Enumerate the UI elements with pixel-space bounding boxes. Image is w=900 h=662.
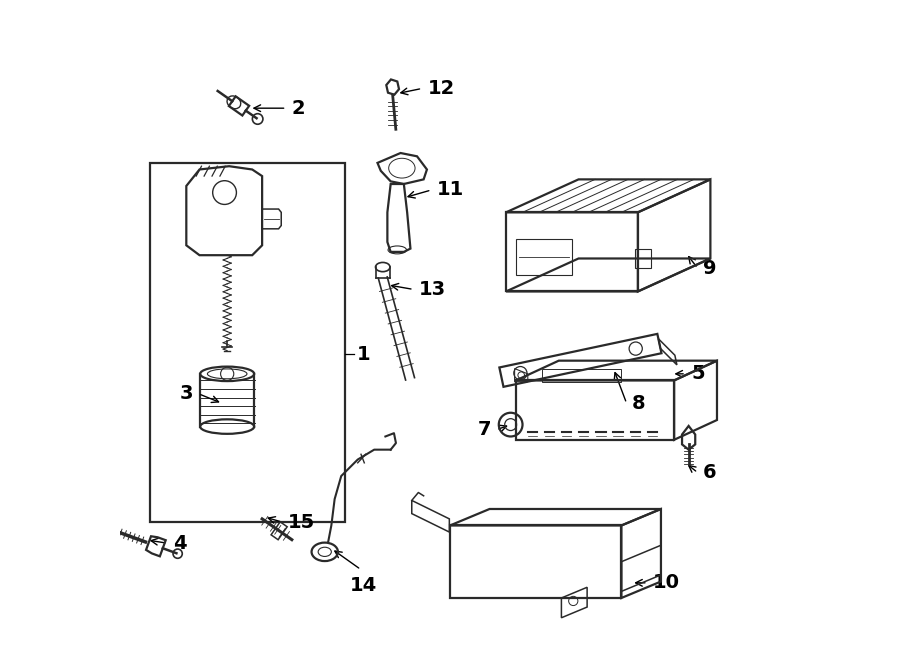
Text: 11: 11 — [436, 181, 464, 199]
Text: 1: 1 — [356, 345, 370, 363]
Text: 5: 5 — [691, 364, 705, 383]
Text: 4: 4 — [173, 534, 187, 553]
Text: 8: 8 — [632, 394, 645, 413]
Text: 6: 6 — [703, 463, 716, 482]
Text: 3: 3 — [179, 384, 193, 403]
Text: 14: 14 — [349, 576, 376, 595]
Text: 9: 9 — [703, 259, 716, 278]
Text: 13: 13 — [419, 280, 446, 299]
Text: 12: 12 — [428, 79, 454, 98]
Text: 7: 7 — [477, 420, 490, 440]
Bar — [516, 239, 572, 275]
Text: 10: 10 — [653, 573, 680, 592]
Bar — [150, 163, 345, 522]
Bar — [543, 369, 621, 382]
Text: 15: 15 — [288, 512, 315, 532]
Text: 2: 2 — [292, 99, 305, 118]
